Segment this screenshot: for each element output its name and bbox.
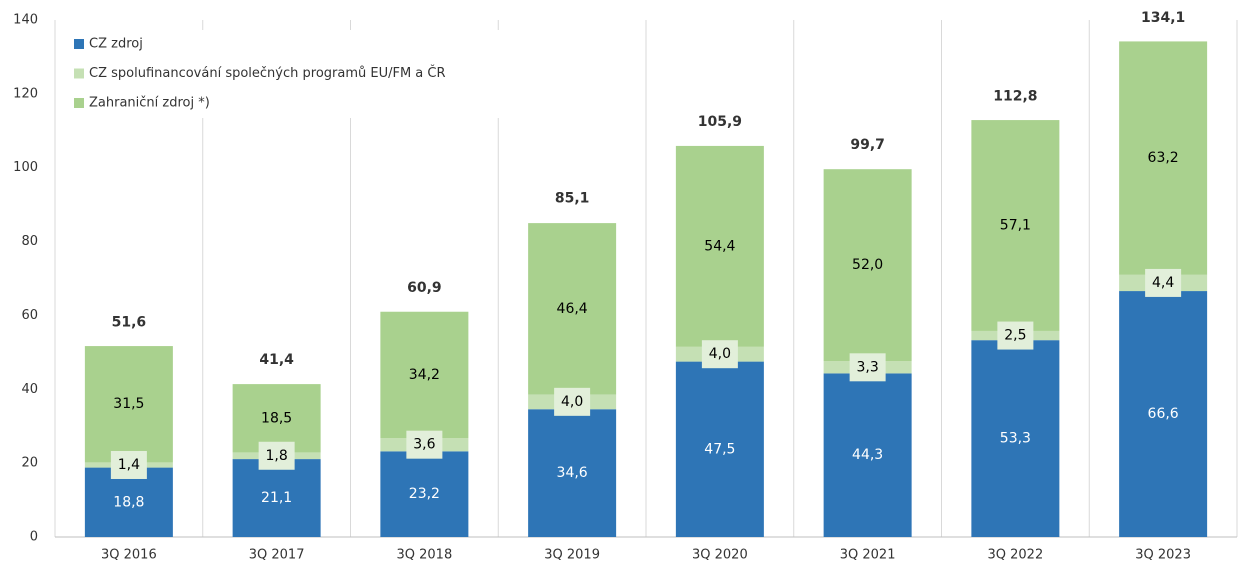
x-tick-label: 3Q 2019 (544, 548, 600, 563)
y-tick-label: 0 (30, 530, 38, 545)
y-tick-label: 60 (21, 308, 38, 323)
y-tick-label: 80 (21, 234, 38, 249)
value-label: 34,2 (409, 367, 440, 383)
total-label: 41,4 (259, 352, 294, 368)
x-tick-label: 3Q 2018 (397, 548, 453, 563)
x-tick-label: 3Q 2017 (249, 548, 305, 563)
x-tick-label: 3Q 2016 (101, 548, 157, 563)
label-box (1145, 268, 1182, 297)
y-tick-label: 20 (21, 456, 38, 471)
value-label: 2,5 (1004, 328, 1026, 344)
bar-segment (84, 467, 173, 537)
bar-segment (971, 340, 1060, 537)
value-label: 4,0 (561, 394, 583, 410)
total-label: 134,1 (1141, 10, 1185, 26)
value-label: 44,3 (852, 447, 883, 463)
bar-segment (1119, 41, 1208, 275)
total-box (396, 278, 453, 299)
x-tick-label: 3Q 2023 (1135, 548, 1191, 563)
total-box (100, 312, 157, 333)
value-label: 23,2 (409, 486, 440, 502)
y-tick-label: 40 (21, 382, 38, 397)
total-label: 99,7 (850, 137, 885, 153)
value-label: 57,1 (1000, 218, 1031, 234)
bar-segment (380, 311, 469, 439)
value-label: 53,3 (1000, 431, 1031, 447)
bar-segment (823, 169, 912, 362)
value-label: 4,4 (1152, 275, 1174, 291)
legend-background (68, 30, 508, 118)
y-tick-label: 120 (13, 86, 38, 101)
legend-label: Zahraniční zdroj *) (89, 96, 210, 111)
label-box (997, 321, 1034, 350)
value-label: 47,5 (704, 441, 735, 457)
value-label: 18,5 (261, 410, 292, 426)
x-tick-label: 3Q 2022 (988, 548, 1044, 563)
value-label: 3,3 (856, 359, 878, 375)
label-box (701, 340, 738, 369)
value-label: 1,4 (118, 457, 140, 473)
value-label: 63,2 (1148, 150, 1179, 166)
bar-segment (528, 223, 617, 395)
bar-segment (675, 361, 764, 537)
legend: CZ zdroj CZ spolufinancování společných p… (68, 30, 508, 118)
value-label: 52,0 (852, 257, 883, 273)
label-box (554, 387, 591, 416)
value-label: 1,8 (265, 448, 287, 464)
bar-segment (528, 409, 617, 537)
total-label: 51,6 (112, 314, 147, 330)
y-tick-label: 100 (13, 160, 38, 175)
y-tick-label: 140 (13, 13, 38, 28)
label-box (258, 441, 295, 470)
total-label: 112,8 (993, 88, 1037, 104)
x-tick-label: 3Q 2020 (692, 548, 748, 563)
total-box (544, 188, 601, 209)
total-label: 60,9 (407, 280, 442, 296)
value-label: 18,8 (113, 494, 144, 510)
legend-swatch (74, 98, 84, 108)
value-label: 66,6 (1148, 406, 1179, 422)
value-label: 3,6 (413, 437, 435, 453)
label-box (849, 353, 886, 382)
bar-segment (971, 120, 1060, 331)
bar-segment (675, 145, 764, 347)
value-label: 54,4 (704, 238, 735, 254)
value-label: 31,5 (113, 396, 144, 412)
total-box (248, 350, 305, 371)
value-label: 4,0 (709, 346, 731, 362)
x-tick-label: 3Q 2021 (840, 548, 896, 563)
bar-segment (84, 346, 173, 463)
total-label: 105,9 (698, 114, 742, 130)
value-label: 34,6 (557, 465, 588, 481)
value-label: 21,1 (261, 490, 292, 506)
value-label: 46,4 (557, 301, 588, 317)
bar-segment (823, 373, 912, 537)
bar-segment (380, 451, 469, 537)
legend-label: CZ spolufinancování společných programů … (89, 65, 446, 81)
legend-swatch (74, 39, 84, 49)
legend-swatch (74, 68, 84, 79)
legend-label: CZ zdroj (89, 37, 143, 52)
bar-segment (232, 459, 321, 537)
total-box (1135, 7, 1192, 28)
bar-segment (232, 384, 321, 453)
label-box (406, 430, 443, 459)
bar-segment (1119, 291, 1208, 537)
total-label: 85,1 (555, 191, 590, 207)
total-box (839, 134, 896, 155)
total-box (691, 111, 748, 132)
total-box (987, 86, 1044, 107)
label-box (110, 450, 147, 479)
